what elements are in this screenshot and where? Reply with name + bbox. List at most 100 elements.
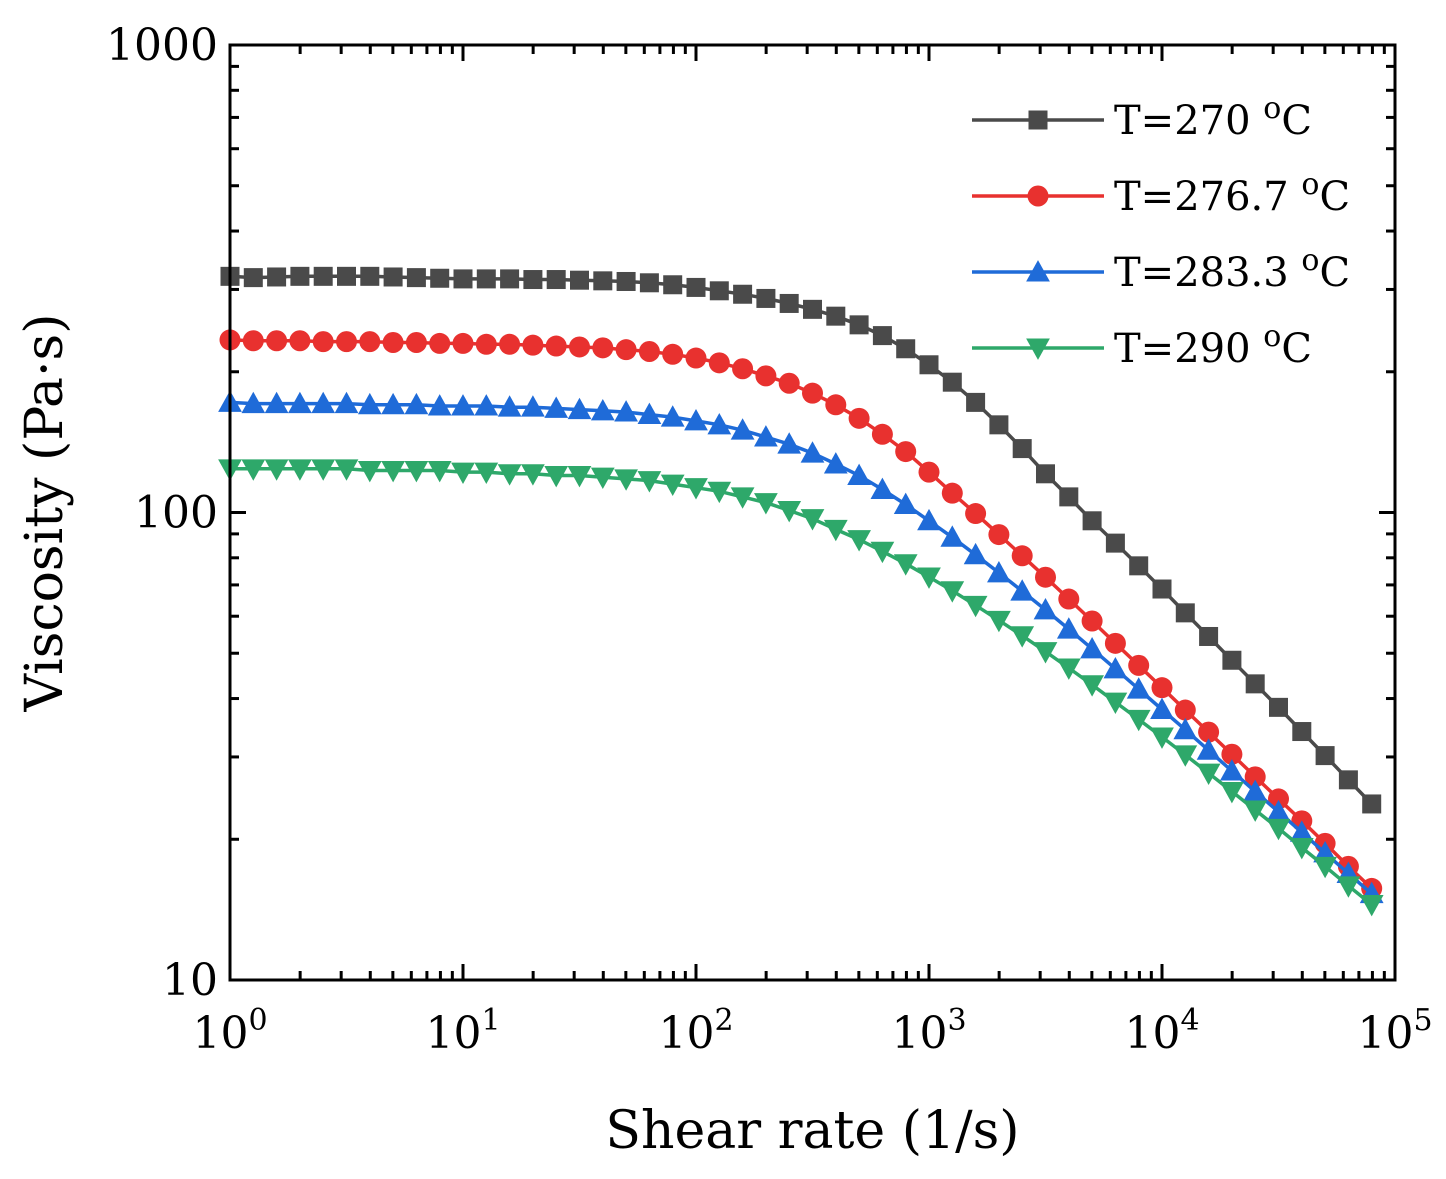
series-line xyxy=(229,400,1373,896)
data-point xyxy=(1104,632,1126,654)
data-point xyxy=(1313,856,1337,879)
data-point xyxy=(754,493,778,515)
data-point xyxy=(896,339,916,359)
data-point xyxy=(499,333,521,355)
data-point xyxy=(451,394,475,416)
data-point xyxy=(1058,588,1080,610)
data-point xyxy=(544,396,569,418)
data-point xyxy=(940,581,965,603)
data-point xyxy=(1080,636,1104,659)
data-point xyxy=(847,530,871,552)
data-point xyxy=(453,269,473,289)
data-point xyxy=(1012,439,1032,459)
data-point xyxy=(1221,743,1243,765)
data-point xyxy=(847,463,871,485)
data-point xyxy=(800,509,825,531)
data-point xyxy=(941,482,963,504)
data-point xyxy=(288,459,312,481)
data-point xyxy=(637,471,662,493)
data-point xyxy=(381,392,405,415)
data-point xyxy=(1128,654,1150,676)
legend-marker xyxy=(1026,338,1050,360)
data-point xyxy=(778,372,800,394)
data-point xyxy=(1199,626,1219,646)
data-point xyxy=(707,481,732,504)
x-tick-label: 103 xyxy=(891,1003,966,1059)
plot-layer xyxy=(218,266,1384,917)
data-point xyxy=(1059,487,1079,507)
data-point xyxy=(730,418,755,440)
data-point xyxy=(1103,656,1128,679)
data-point xyxy=(870,541,895,564)
data-point xyxy=(1243,800,1268,822)
data-point xyxy=(313,266,333,286)
data-point xyxy=(290,266,310,286)
data-point xyxy=(1150,697,1174,719)
data-point xyxy=(1220,759,1244,781)
data-point xyxy=(871,423,893,445)
data-point xyxy=(546,270,566,290)
data-point xyxy=(383,267,403,287)
data-point xyxy=(567,465,592,488)
data-point xyxy=(545,335,567,357)
data-point xyxy=(987,560,1011,583)
data-point xyxy=(1010,579,1035,601)
data-point xyxy=(614,469,638,491)
data-point xyxy=(663,275,683,295)
data-point xyxy=(1126,709,1151,732)
data-point xyxy=(988,524,1010,546)
data-point xyxy=(660,474,685,496)
data-point xyxy=(707,412,732,435)
data-point xyxy=(427,460,452,483)
data-point xyxy=(732,358,754,380)
data-point xyxy=(451,462,475,485)
data-point xyxy=(1152,579,1172,599)
data-point xyxy=(474,394,499,416)
data-point xyxy=(242,330,264,352)
data-point xyxy=(567,397,592,420)
data-point xyxy=(1338,770,1358,790)
data-point xyxy=(848,407,870,429)
data-point xyxy=(430,268,450,288)
data-point xyxy=(497,395,522,417)
data-point xyxy=(684,409,708,431)
data-point xyxy=(893,554,918,576)
legend-marker xyxy=(1027,185,1049,207)
data-point xyxy=(942,372,962,392)
data-point xyxy=(474,462,499,485)
data-point xyxy=(266,330,288,352)
data-point xyxy=(1222,650,1242,670)
data-point xyxy=(523,270,543,290)
data-point xyxy=(754,425,778,447)
data-point xyxy=(267,267,287,287)
data-point xyxy=(452,332,474,354)
series-3 xyxy=(218,390,1384,904)
data-point xyxy=(1034,566,1056,588)
data-point xyxy=(1196,738,1221,760)
legend-label: T=283.3 oC xyxy=(1114,243,1350,296)
data-point xyxy=(940,525,965,547)
data-point xyxy=(1080,675,1104,697)
data-point xyxy=(870,477,895,499)
data-point xyxy=(965,503,987,525)
data-point xyxy=(802,299,822,319)
ticks-layer xyxy=(228,43,1397,982)
data-point xyxy=(360,266,380,286)
data-point xyxy=(917,567,941,589)
data-point xyxy=(1035,464,1055,484)
data-point xyxy=(522,334,544,356)
data-point xyxy=(823,519,848,542)
data-point xyxy=(1011,545,1033,567)
data-point xyxy=(1129,556,1149,576)
data-point xyxy=(1010,626,1035,648)
data-point xyxy=(593,271,613,291)
legend-item: T=270 oC xyxy=(972,91,1312,144)
series-line xyxy=(230,467,1373,906)
series-1 xyxy=(220,266,1382,814)
data-point xyxy=(1174,699,1196,721)
data-point xyxy=(1103,692,1128,714)
data-point xyxy=(1175,603,1195,623)
data-point xyxy=(1173,717,1198,740)
data-point xyxy=(987,610,1011,633)
